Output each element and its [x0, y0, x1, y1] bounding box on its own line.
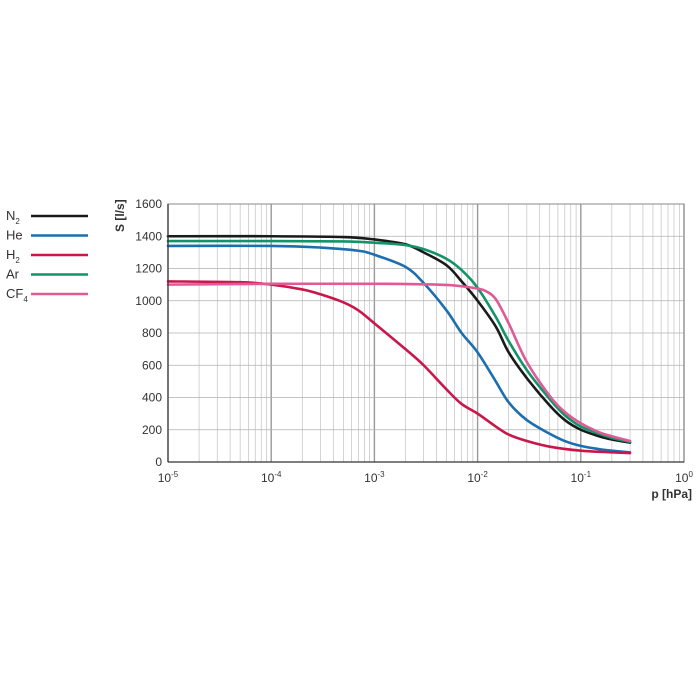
legend-label: Ar	[6, 267, 20, 282]
legend: N2 He H2 Ar CF4	[6, 208, 88, 304]
y-axis-ticks: 0 200 400 600 800 1000 1200 1400 1600	[135, 197, 162, 469]
series-line-he	[166, 244, 632, 454]
y-axis-title: S [l/s]	[113, 199, 127, 232]
legend-item-cf4: CF4	[6, 286, 88, 304]
x-tick-label: 100	[675, 470, 693, 485]
series-curves	[166, 234, 632, 455]
y-tick-label: 1600	[135, 197, 162, 211]
legend-label: CF4	[6, 286, 28, 304]
grid	[167, 203, 685, 463]
x-axis-title: p [hPa]	[651, 487, 692, 501]
legend-item-he: He	[6, 228, 88, 243]
series-line-ar	[166, 239, 632, 444]
legend-item-h2: H2	[6, 247, 88, 265]
x-tick-label: 10-4	[261, 470, 282, 485]
series-line-cf4	[166, 282, 632, 443]
series-line-n2	[166, 234, 632, 444]
x-tick-label: 10-2	[467, 470, 488, 485]
legend-item-ar: Ar	[6, 267, 88, 282]
y-tick-label: 200	[142, 423, 162, 437]
legend-label: H2	[6, 247, 20, 265]
x-tick-label: 10-5	[158, 470, 179, 485]
x-tick-label: 10-1	[571, 470, 592, 485]
y-tick-label: 600	[142, 358, 162, 372]
legend-label: He	[6, 228, 23, 243]
x-tick-label: 10-3	[364, 470, 385, 485]
x-axis-ticks: 10-5 10-4 10-3 10-2 10-1 100	[158, 470, 694, 485]
y-tick-label: 0	[155, 455, 162, 469]
y-tick-label: 1400	[135, 229, 162, 243]
plot-frame	[167, 203, 685, 463]
y-tick-label: 1000	[135, 294, 162, 308]
y-tick-label: 1200	[135, 262, 162, 276]
series-line-h2	[166, 280, 632, 455]
legend-item-n2: N2	[6, 208, 88, 226]
legend-label: N2	[6, 208, 20, 226]
y-tick-label: 800	[142, 326, 162, 340]
y-tick-label: 400	[142, 391, 162, 405]
